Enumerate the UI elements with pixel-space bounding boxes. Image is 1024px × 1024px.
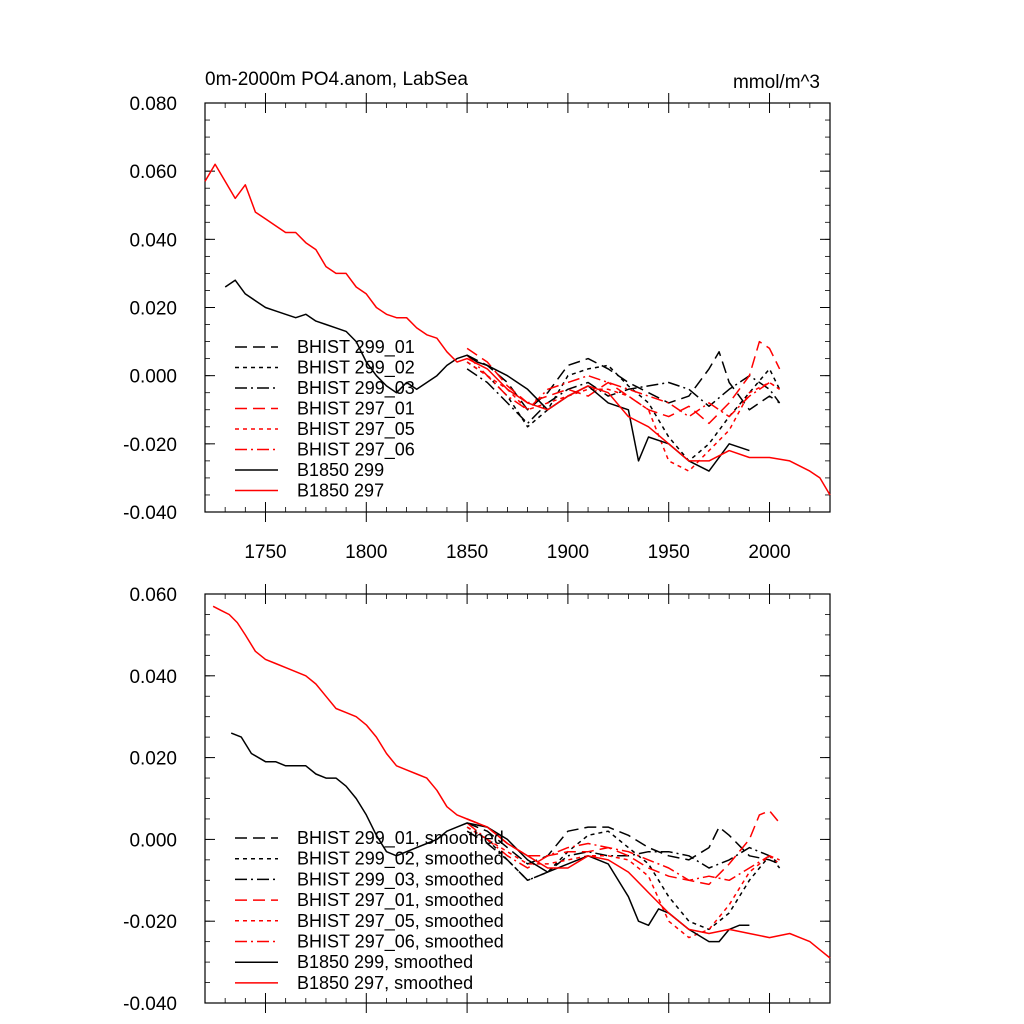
bottom-y-tick-label: -0.040 (123, 994, 177, 1015)
bottom-legend-label: BHIST 297_01, smoothed (297, 890, 504, 911)
bottom-series-bhist-297-01-smoothed (466, 810, 781, 886)
top-y-tick-label: 0.040 (129, 230, 177, 251)
top-legend-label: B1850 299 (297, 460, 384, 480)
top-y-tick-label: -0.020 (123, 435, 177, 456)
top-legend-label: B1850 297 (297, 481, 384, 501)
bottom-y-tick-label: -0.020 (123, 912, 177, 933)
top-x-tick-label: 1950 (648, 542, 690, 563)
bottom-legend-label: BHIST 297_06, smoothed (297, 932, 504, 953)
bottom-y-tick-label: 0.040 (129, 667, 177, 688)
top-series-b1850-297 (204, 163, 831, 496)
bottom-series-bhist-297-06-smoothed (466, 822, 781, 882)
bottom-y-tick-label: 0.020 (129, 749, 177, 770)
bottom-legend-label: B1850 297, smoothed (297, 973, 473, 993)
bottom-series-bhist-299-02-smoothed (466, 826, 781, 931)
bottom-legend-label: BHIST 299_03, smoothed (297, 869, 504, 890)
top-series-bhist-299-03 (466, 368, 781, 425)
top-series-bhist-297-05 (466, 361, 781, 472)
bottom-y-tick-label: 0.000 (129, 830, 177, 851)
bottom-legend-label: BHIST 297_05, smoothed (297, 911, 504, 932)
top-legend-label: BHIST 297_01 (297, 399, 415, 420)
bottom-legend-label: BHIST 299_01, smoothed (297, 828, 504, 849)
top-x-tick-label: 1900 (547, 542, 589, 563)
top-y-tick-label: 0.060 (129, 162, 177, 183)
bottom-legend-label: B1850 299, smoothed (297, 952, 473, 972)
bottom-series-b1850-299-smoothed (230, 732, 750, 943)
top-x-tick-label: 1850 (446, 542, 488, 563)
top-x-tick-label: 1750 (244, 542, 286, 563)
top-legend-label: BHIST 299_01 (297, 337, 415, 358)
top-legend-label: BHIST 297_05 (297, 419, 415, 440)
top-series-bhist-297-06 (466, 354, 781, 418)
top-legend-label: BHIST 297_06 (297, 440, 415, 461)
top-x-tick-label: 2000 (748, 542, 790, 563)
top-series-bhist-299-02 (466, 361, 781, 462)
chart-title: 0m-2000m PO4.anom, LabSea (205, 69, 468, 90)
top-y-tick-label: 0.000 (129, 367, 177, 388)
chart-units: mmol/m^3 (733, 72, 820, 93)
top-series-b1850-299 (224, 279, 750, 472)
top-y-tick-label: -0.040 (123, 503, 177, 524)
bottom-panel: -0.040 -0.020 0.000 0.020 0.040 0.060 BHIST 29… (123, 584, 831, 1015)
top-y-tick-label: 0.020 (129, 299, 177, 320)
bottom-legend-label: BHIST 299_02, smoothed (297, 849, 504, 870)
bottom-series-bhist-299-03-smoothed (466, 830, 781, 882)
top-legend-label: BHIST 299_03 (297, 378, 415, 399)
bottom-y-tick-label: 0.060 (129, 585, 177, 606)
top-y-tick-label: 0.080 (129, 94, 177, 115)
top-series-bhist-299-01 (466, 351, 781, 411)
bottom-series-bhist-297-05-smoothed (466, 826, 780, 939)
top-x-tick-label: 1800 (345, 542, 387, 563)
bottom-series-bhist-299-01-smoothed (466, 822, 780, 865)
top-legend-label: BHIST 299_02 (297, 358, 415, 379)
bottom-series-b1850-297-smoothed (212, 605, 831, 959)
top-panel: 1750 1800 1850 1900 1950 2000 -0.040 -0.020 0.00… (123, 93, 831, 563)
